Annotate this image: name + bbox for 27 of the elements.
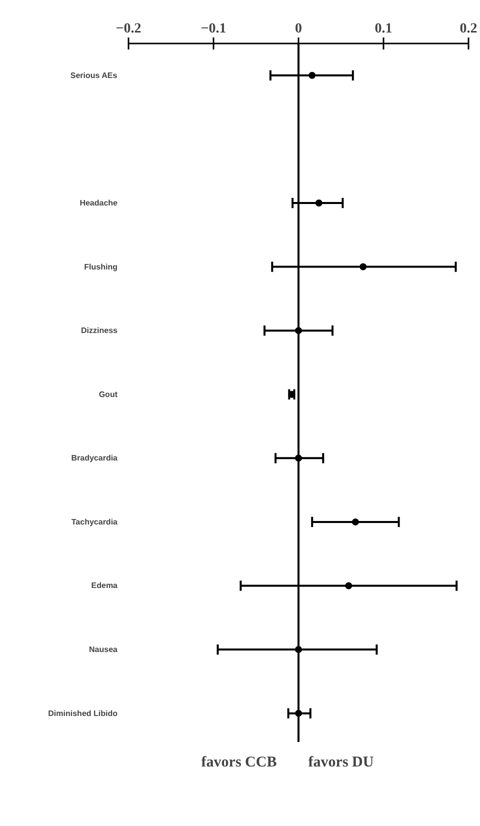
- point: [288, 390, 296, 398]
- x-tick-label: −0.2: [116, 22, 142, 36]
- y-tick-label: Diminished Libido: [48, 708, 118, 718]
- x-tick-label: 0: [295, 22, 302, 36]
- y-tick-label: Serious AEs: [70, 70, 118, 80]
- point: [315, 199, 322, 206]
- point: [295, 710, 302, 717]
- text: favors DU: [308, 754, 374, 771]
- y-tick-label: Flushing: [84, 262, 118, 272]
- y-tick-label: Dizziness: [81, 326, 118, 336]
- x-tick-label: 0.2: [460, 22, 478, 36]
- point: [295, 327, 302, 334]
- point: [308, 72, 316, 79]
- text: favors CCB: [201, 754, 277, 771]
- point: [352, 518, 359, 526]
- y-tick-label: Headache: [80, 198, 118, 208]
- y-tick-label: Nausea: [89, 645, 118, 654]
- x-tick-label: 0.1: [374, 22, 392, 36]
- point: [295, 454, 302, 462]
- y-tick-label: Edema: [91, 581, 118, 590]
- y-tick-label: Bradycardia: [71, 454, 118, 463]
- y-tick-label: Gout: [98, 390, 118, 399]
- point: [360, 263, 367, 270]
- y-tick-label: Tachycardia: [71, 517, 118, 526]
- point: [345, 582, 352, 590]
- point: [295, 646, 302, 654]
- x-tick-label: −0.1: [200, 22, 226, 36]
